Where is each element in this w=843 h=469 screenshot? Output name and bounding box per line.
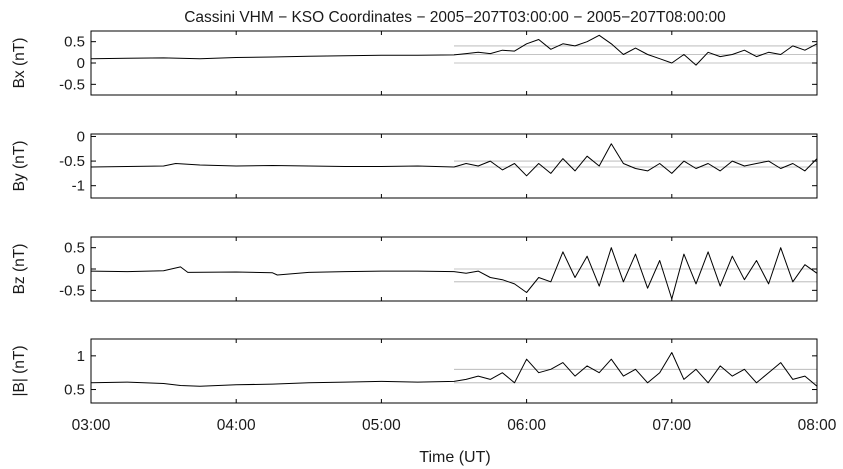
y-tick-label: -0.5 — [59, 76, 85, 93]
x-tick-label: 03:00 — [72, 417, 111, 434]
y-tick-label: -0.5 — [59, 153, 85, 170]
y-tick-label: 0.5 — [64, 240, 85, 257]
data-series-line — [90, 247, 818, 300]
y-tick-label: 0.5 — [64, 34, 85, 51]
panels-group: 0.5 0 -0.5 Bx (nT) 0 -0.5 -1 By (nT) 0.5 0 -0.5 Bz … — [11, 30, 818, 404]
x-axis: 03:00 04:00 05:00 06:00 07:00 08:00 — [72, 417, 837, 434]
x-axis-label: Time (UT) — [419, 449, 490, 466]
y-axis-label: Bx (nT) — [11, 38, 28, 89]
y-tick-label: 0 — [77, 128, 85, 145]
panel-4: 1 0.5 |B| (nT) — [11, 338, 818, 404]
y-axis-label: |B| (nT) — [11, 345, 28, 396]
y-tick-label: 1 — [77, 348, 85, 365]
y-axis-label: By (nT) — [11, 141, 28, 192]
y-tick-label: 0 — [77, 261, 85, 278]
data-series-line — [90, 352, 818, 387]
x-tick-label: 06:00 — [507, 417, 546, 434]
x-tick-label: 04:00 — [217, 417, 256, 434]
data-series-line — [90, 143, 818, 177]
y-tick-label: -1 — [72, 178, 85, 195]
data-series-line — [90, 34, 818, 66]
x-tick-label: 08:00 — [798, 417, 837, 434]
y-tick-label: 0.5 — [64, 382, 85, 399]
y-tick-label: -0.5 — [59, 282, 85, 299]
panel-frame — [90, 338, 818, 404]
chart-title: Cassini VHM − KSO Coordinates − 2005−207… — [184, 9, 726, 26]
panel-2: 0 -0.5 -1 By (nT) — [11, 128, 818, 199]
x-tick-label: 05:00 — [362, 417, 401, 434]
panel-frame — [90, 133, 818, 199]
y-axis-label: Bz (nT) — [11, 244, 28, 295]
y-tick-label: 0 — [77, 55, 85, 72]
panel-3: 0.5 0 -0.5 Bz (nT) — [11, 236, 818, 302]
panel-1: 0.5 0 -0.5 Bx (nT) — [11, 30, 818, 96]
x-tick-label: 07:00 — [652, 417, 691, 434]
